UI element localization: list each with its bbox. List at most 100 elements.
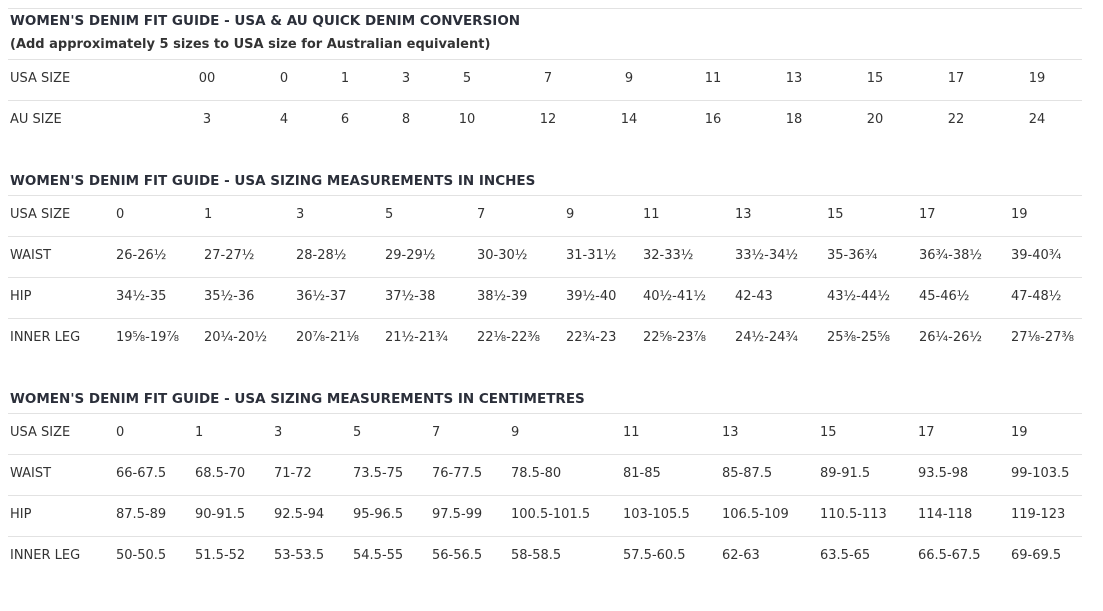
cell: 68.5-70 (195, 466, 246, 481)
cell: 8 (401, 112, 411, 127)
cell: 39-40¾ (1011, 248, 1062, 263)
cell: 87.5-89 (116, 507, 167, 522)
cell: 25⅜-25⅝ (827, 330, 890, 345)
cell: 66.5-67.5 (918, 548, 981, 563)
cell: 0 (116, 425, 125, 440)
cell: 33½-34½ (735, 248, 798, 263)
cell: 11 (643, 207, 660, 222)
cell: 35-36¾ (827, 248, 878, 263)
cell: 37½-38 (385, 289, 436, 304)
cell: 50-50.5 (116, 548, 167, 563)
cell: 110.5-113 (820, 507, 887, 522)
divider (8, 8, 1082, 9)
cell: 63.5-65 (820, 548, 871, 563)
cell: 26-26½ (116, 248, 167, 263)
cell: 19 (1011, 425, 1028, 440)
divider (8, 236, 1082, 237)
section-title: WOMEN'S DENIM FIT GUIDE - USA SIZING MEA… (10, 173, 536, 189)
cell: 9 (566, 207, 575, 222)
cell: 16 (704, 112, 722, 127)
cell: 15 (827, 207, 844, 222)
cell: 51.5-52 (195, 548, 246, 563)
cell: 22 (947, 112, 965, 127)
cell: 19 (1011, 207, 1028, 222)
cell: 24½-24¾ (735, 330, 798, 345)
cell: 47-48½ (1011, 289, 1062, 304)
cell: 99-103.5 (1011, 466, 1070, 481)
cell: 106.5-109 (722, 507, 789, 522)
row-label: USA SIZE (10, 425, 71, 440)
divider (8, 277, 1082, 278)
cell: 13 (785, 71, 803, 86)
divider (8, 318, 1082, 319)
cell: 26¼-26½ (919, 330, 982, 345)
cell: 12 (539, 112, 557, 127)
cell: 17 (947, 71, 965, 86)
cell: 32-33½ (643, 248, 694, 263)
cell: 31-31½ (566, 248, 617, 263)
cell: 43½-44½ (827, 289, 890, 304)
cell: 6 (340, 112, 350, 127)
cell: 11 (623, 425, 640, 440)
divider (8, 100, 1082, 101)
row-label: AU SIZE (10, 112, 62, 127)
cell: 5 (385, 207, 394, 222)
cell: 97.5-99 (432, 507, 483, 522)
cell: 36¾-38½ (919, 248, 982, 263)
cell: 5 (353, 425, 362, 440)
cell: 3 (296, 207, 305, 222)
cell: 19⅝-19⅞ (116, 330, 179, 345)
cell: 22¾-23 (566, 330, 617, 345)
cell: 42-43 (735, 289, 773, 304)
cell: 17 (918, 425, 935, 440)
cell: 17 (919, 207, 936, 222)
cell: 45-46½ (919, 289, 970, 304)
cell: 22⅛-22⅜ (477, 330, 540, 345)
row-label: USA SIZE (10, 71, 71, 86)
cell: 14 (620, 112, 638, 127)
cell: 36½-37 (296, 289, 347, 304)
cell: 4 (279, 112, 289, 127)
cell: 20⅞-21⅛ (296, 330, 359, 345)
cell: 81-85 (623, 466, 661, 481)
cell: 90-91.5 (195, 507, 246, 522)
cell: 27⅛-27⅜ (1011, 330, 1074, 345)
cell: 76-77.5 (432, 466, 483, 481)
cell: 0 (116, 207, 125, 222)
cell: 10 (458, 112, 476, 127)
cell: 29-29½ (385, 248, 436, 263)
cell: 9 (624, 71, 634, 86)
cell: 13 (735, 207, 752, 222)
cell: 66-67.5 (116, 466, 167, 481)
cell: 5 (462, 71, 472, 86)
cell: 1 (340, 71, 350, 86)
cell: 103-105.5 (623, 507, 690, 522)
cell: 114-118 (918, 507, 973, 522)
cell: 20¼-20½ (204, 330, 267, 345)
divider (8, 413, 1082, 414)
section-subtitle: (Add approximately 5 sizes to USA size f… (10, 37, 491, 52)
cell: 100.5-101.5 (511, 507, 591, 522)
cell: 53-53.5 (274, 548, 325, 563)
cell: 92.5-94 (274, 507, 325, 522)
cell: 30-30½ (477, 248, 528, 263)
cell: 89-91.5 (820, 466, 871, 481)
cell: 7 (543, 71, 553, 86)
cell: 119-123 (1011, 507, 1066, 522)
cell: 13 (722, 425, 739, 440)
cell: 3 (274, 425, 283, 440)
divider (8, 495, 1082, 496)
divider (8, 59, 1082, 60)
cell: 22⅝-23⅞ (643, 330, 706, 345)
row-label: WAIST (10, 466, 52, 481)
cell: 20 (866, 112, 884, 127)
cell: 62-63 (722, 548, 760, 563)
cell: 28-28½ (296, 248, 347, 263)
cell: 18 (785, 112, 803, 127)
cell: 73.5-75 (353, 466, 404, 481)
cell: 0 (279, 71, 289, 86)
row-label: HIP (10, 289, 32, 304)
cell: 3 (202, 112, 212, 127)
row-label: WAIST (10, 248, 52, 263)
